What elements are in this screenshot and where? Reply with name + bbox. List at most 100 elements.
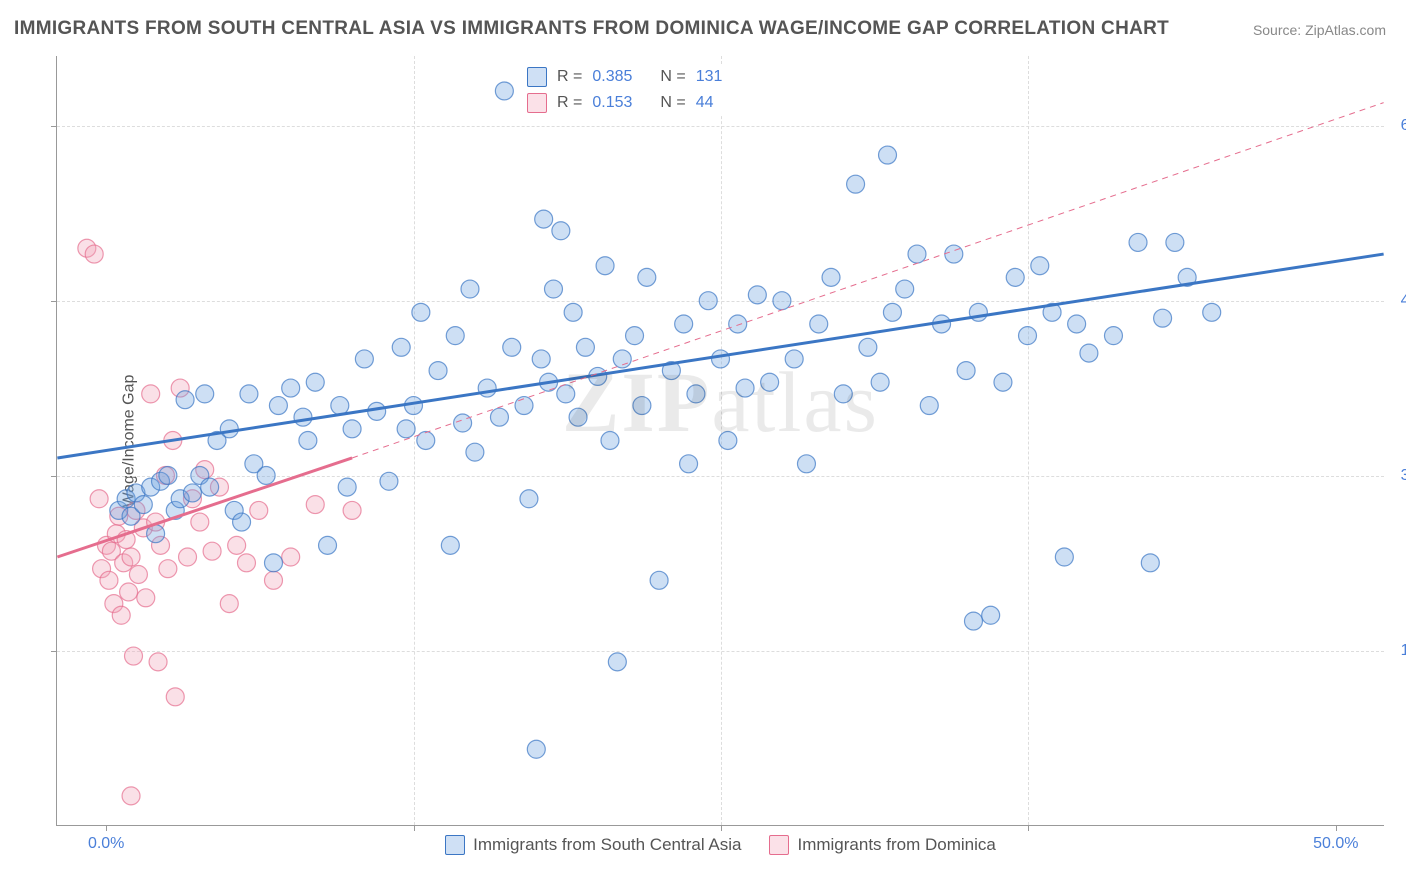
data-point [179,548,197,566]
data-point [564,303,582,321]
data-point [220,420,238,438]
data-point [633,397,651,415]
data-point [719,432,737,450]
data-point [626,327,644,345]
data-point [908,245,926,263]
data-point [265,571,283,589]
data-point [1154,309,1172,327]
scatter-plot-svg [57,56,1384,825]
data-point [680,455,698,473]
data-point [233,513,251,531]
data-point [608,653,626,671]
correlation-legend: R =0.385N =131R =0.153N =44 [527,64,754,116]
data-point [957,362,975,380]
ytick-label: 30.0% [1390,467,1406,485]
data-point [265,554,283,572]
data-point [552,222,570,240]
data-point [920,397,938,415]
data-point [240,385,258,403]
data-point [112,606,130,624]
data-point [417,432,435,450]
data-point [532,350,550,368]
data-point [282,548,300,566]
data-point [343,420,361,438]
data-point [1080,344,1098,362]
data-point [544,280,562,298]
data-point [269,397,287,415]
data-point [397,420,415,438]
data-point [495,82,513,100]
data-point [490,408,508,426]
data-point [1006,268,1024,286]
data-point [1055,548,1073,566]
data-point [675,315,693,333]
data-point [638,268,656,286]
data-point [1019,327,1037,345]
data-point [142,385,160,403]
trendline [57,254,1383,458]
data-point [412,303,430,321]
data-point [712,350,730,368]
data-point [149,653,167,671]
data-point [945,245,963,263]
data-point [650,571,668,589]
data-point [100,571,118,589]
data-point [122,548,140,566]
data-point [201,478,219,496]
data-point [343,501,361,519]
legend-item: Immigrants from Dominica [769,835,995,855]
data-point [454,414,472,432]
data-point [183,484,201,502]
data-point [306,496,324,514]
data-point [1031,257,1049,275]
data-point [748,286,766,304]
plot-area: Wage/Income Gap 15.0%30.0%45.0%60.0%0.0%… [56,56,1384,826]
data-point [729,315,747,333]
data-point [535,210,553,228]
data-point [503,338,521,356]
data-point [90,490,108,508]
data-point [1166,233,1184,251]
data-point [834,385,852,403]
data-point [282,379,300,397]
data-point [355,350,373,368]
data-point [847,175,865,193]
data-point [191,513,209,531]
source-attribution: Source: ZipAtlas.com [1253,22,1386,38]
data-point [429,362,447,380]
data-point [122,787,140,805]
data-point [299,432,317,450]
data-point [797,455,815,473]
data-point [527,740,545,758]
data-point [557,385,575,403]
legend-row: R =0.385N =131 [527,64,754,90]
data-point [331,397,349,415]
data-point [237,554,255,572]
ytick-label: 45.0% [1390,292,1406,310]
data-point [319,536,337,554]
data-point [125,647,143,665]
data-point [569,408,587,426]
data-point [85,245,103,263]
data-point [871,373,889,391]
data-point [446,327,464,345]
data-point [773,292,791,310]
data-point [159,466,177,484]
data-point [392,338,410,356]
data-point [294,408,312,426]
data-point [137,589,155,607]
series-legend: Immigrants from South Central AsiaImmigr… [57,835,1384,855]
legend-row: R =0.153N =44 [527,90,754,116]
data-point [466,443,484,461]
data-point [203,542,221,560]
data-point [596,257,614,275]
data-point [441,536,459,554]
data-point [879,146,897,164]
data-point [338,478,356,496]
ytick-label: 60.0% [1390,117,1406,135]
data-point [859,338,877,356]
data-point [785,350,803,368]
data-point [699,292,717,310]
data-point [1104,327,1122,345]
data-point [601,432,619,450]
